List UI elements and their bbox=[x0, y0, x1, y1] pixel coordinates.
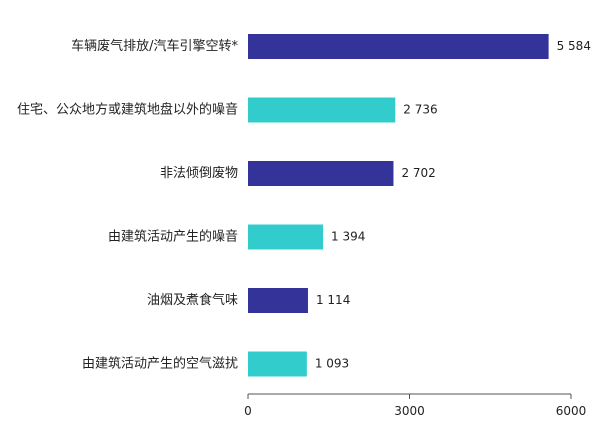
value-label-2: 2 702 bbox=[401, 166, 435, 180]
value-label-4: 1 114 bbox=[316, 293, 350, 307]
category-label-0: 车辆废气排放/汽车引擎空转* bbox=[71, 38, 238, 54]
bar-4 bbox=[248, 288, 308, 313]
category-label-1: 住宅、公众地方或建筑地盘以外的噪音 bbox=[17, 102, 238, 118]
value-label-3: 1 394 bbox=[331, 230, 365, 244]
bar-5 bbox=[248, 351, 307, 377]
value-label-1: 2 736 bbox=[403, 103, 437, 117]
bar-1 bbox=[248, 97, 396, 123]
bars-group bbox=[248, 34, 549, 377]
value-label-5: 1 093 bbox=[315, 357, 349, 371]
x-tick-label-2: 6000 bbox=[556, 404, 587, 418]
x-tick-label-0: 0 bbox=[244, 404, 252, 418]
bar-0 bbox=[248, 34, 549, 59]
category-label-5: 由建筑活动产生的空气滋扰 bbox=[82, 356, 238, 372]
category-label-4: 油烟及煮食气味 bbox=[147, 292, 238, 308]
category-label-3: 由建筑活动产生的噪音 bbox=[108, 229, 238, 245]
x-tick-label-1: 3000 bbox=[394, 404, 425, 418]
x-ticks-group: 0 3000 6000 bbox=[244, 394, 586, 418]
value-label-0: 5 584 bbox=[557, 39, 591, 53]
category-label-2: 非法倾倒废物 bbox=[160, 165, 238, 181]
value-labels-group: 5 584 2 736 2 702 1 394 1 114 1 093 bbox=[315, 39, 591, 371]
category-labels-group: 车辆废气排放/汽车引擎空转* 住宅、公众地方或建筑地盘以外的噪音非法倾倒废物由建筑… bbox=[17, 38, 239, 372]
bar-2 bbox=[248, 161, 394, 186]
bar-3 bbox=[248, 224, 324, 250]
